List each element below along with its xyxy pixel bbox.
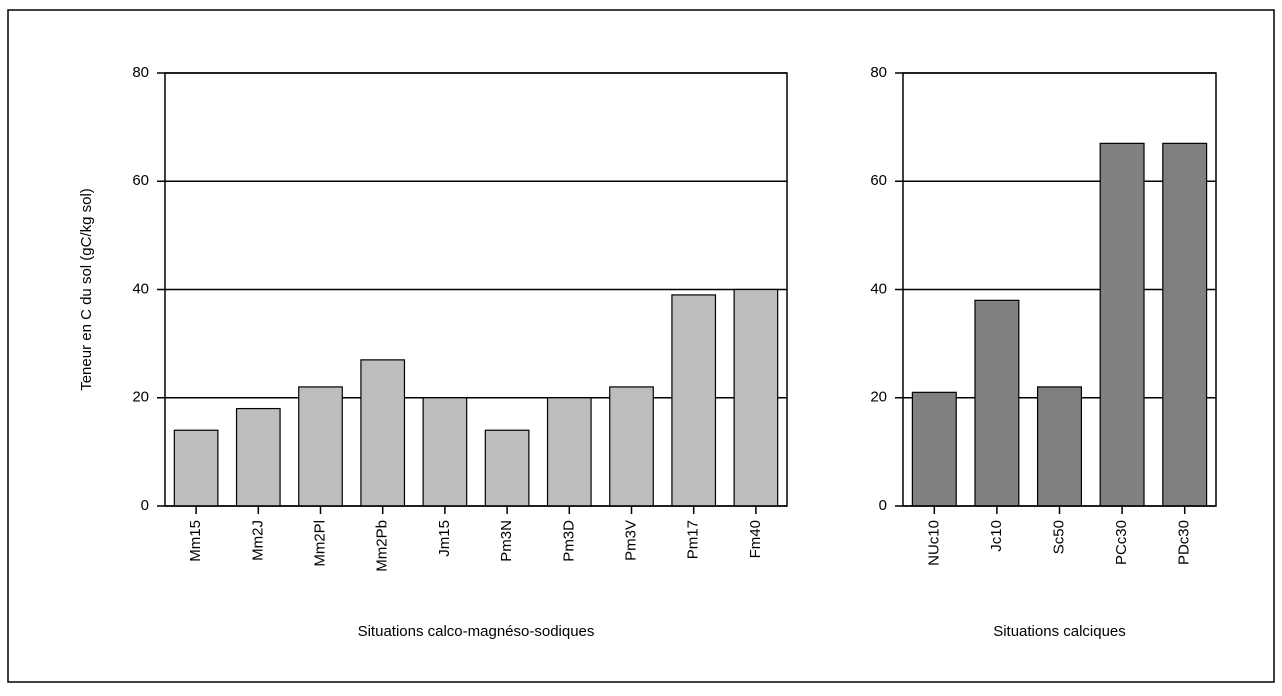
plot-frame: [902, 72, 1217, 507]
bar: [173, 429, 219, 507]
x-axis-title: Situations calco-magnéso-sodiques: [358, 623, 595, 640]
x-tick-label: Mm2Pl: [311, 520, 328, 567]
x-tick-label: Pm17: [685, 520, 702, 559]
y-tick-label: 80: [132, 64, 149, 81]
x-tick-label: Sc50: [1050, 520, 1067, 554]
x-tick-label: Mm2J: [249, 520, 266, 561]
y-tick-label: 60: [870, 172, 887, 189]
y-tick-label: 20: [132, 389, 149, 406]
plot-frame: [164, 72, 788, 507]
bar: [911, 391, 957, 507]
x-tick-label: Mm2Pb: [374, 520, 391, 572]
x-tick-label: Fm40: [747, 520, 764, 558]
x-tick-label: NUc10: [925, 520, 942, 566]
bar: [360, 359, 406, 507]
bar: [974, 299, 1020, 507]
bar: [484, 429, 530, 507]
figure-border: [7, 9, 1275, 683]
y-tick-label: 80: [870, 64, 887, 81]
bar: [733, 288, 779, 507]
bar: [422, 397, 468, 507]
x-tick-label: Pm3D: [560, 520, 577, 562]
y-tick-label: 20: [870, 389, 887, 406]
x-axis-title: Situations calciques: [993, 623, 1126, 640]
bar: [546, 397, 592, 507]
bar: [298, 386, 343, 507]
y-tick-label: 60: [132, 172, 149, 189]
y-axis-title: Teneur en C du sol (gC/kg sol): [78, 188, 95, 391]
bar: [671, 294, 717, 507]
y-tick-label: 40: [132, 280, 149, 297]
x-tick-label: Jc10: [988, 520, 1005, 552]
bar: [1162, 142, 1208, 507]
x-tick-label: Jm15: [436, 520, 453, 557]
x-tick-label: PCc30: [1113, 520, 1130, 565]
x-tick-label: Mm15: [187, 520, 204, 562]
x-tick-label: Pm3V: [622, 520, 639, 561]
y-tick-label: 0: [141, 497, 149, 514]
bar: [1036, 386, 1083, 507]
x-tick-label: PDc30: [1176, 520, 1193, 565]
x-tick-label: Pm3N: [498, 520, 515, 562]
y-tick-label: 0: [879, 497, 887, 514]
bar: [235, 407, 281, 507]
bar: [1099, 142, 1145, 507]
y-tick-label: 40: [870, 280, 887, 297]
bar: [609, 386, 654, 507]
